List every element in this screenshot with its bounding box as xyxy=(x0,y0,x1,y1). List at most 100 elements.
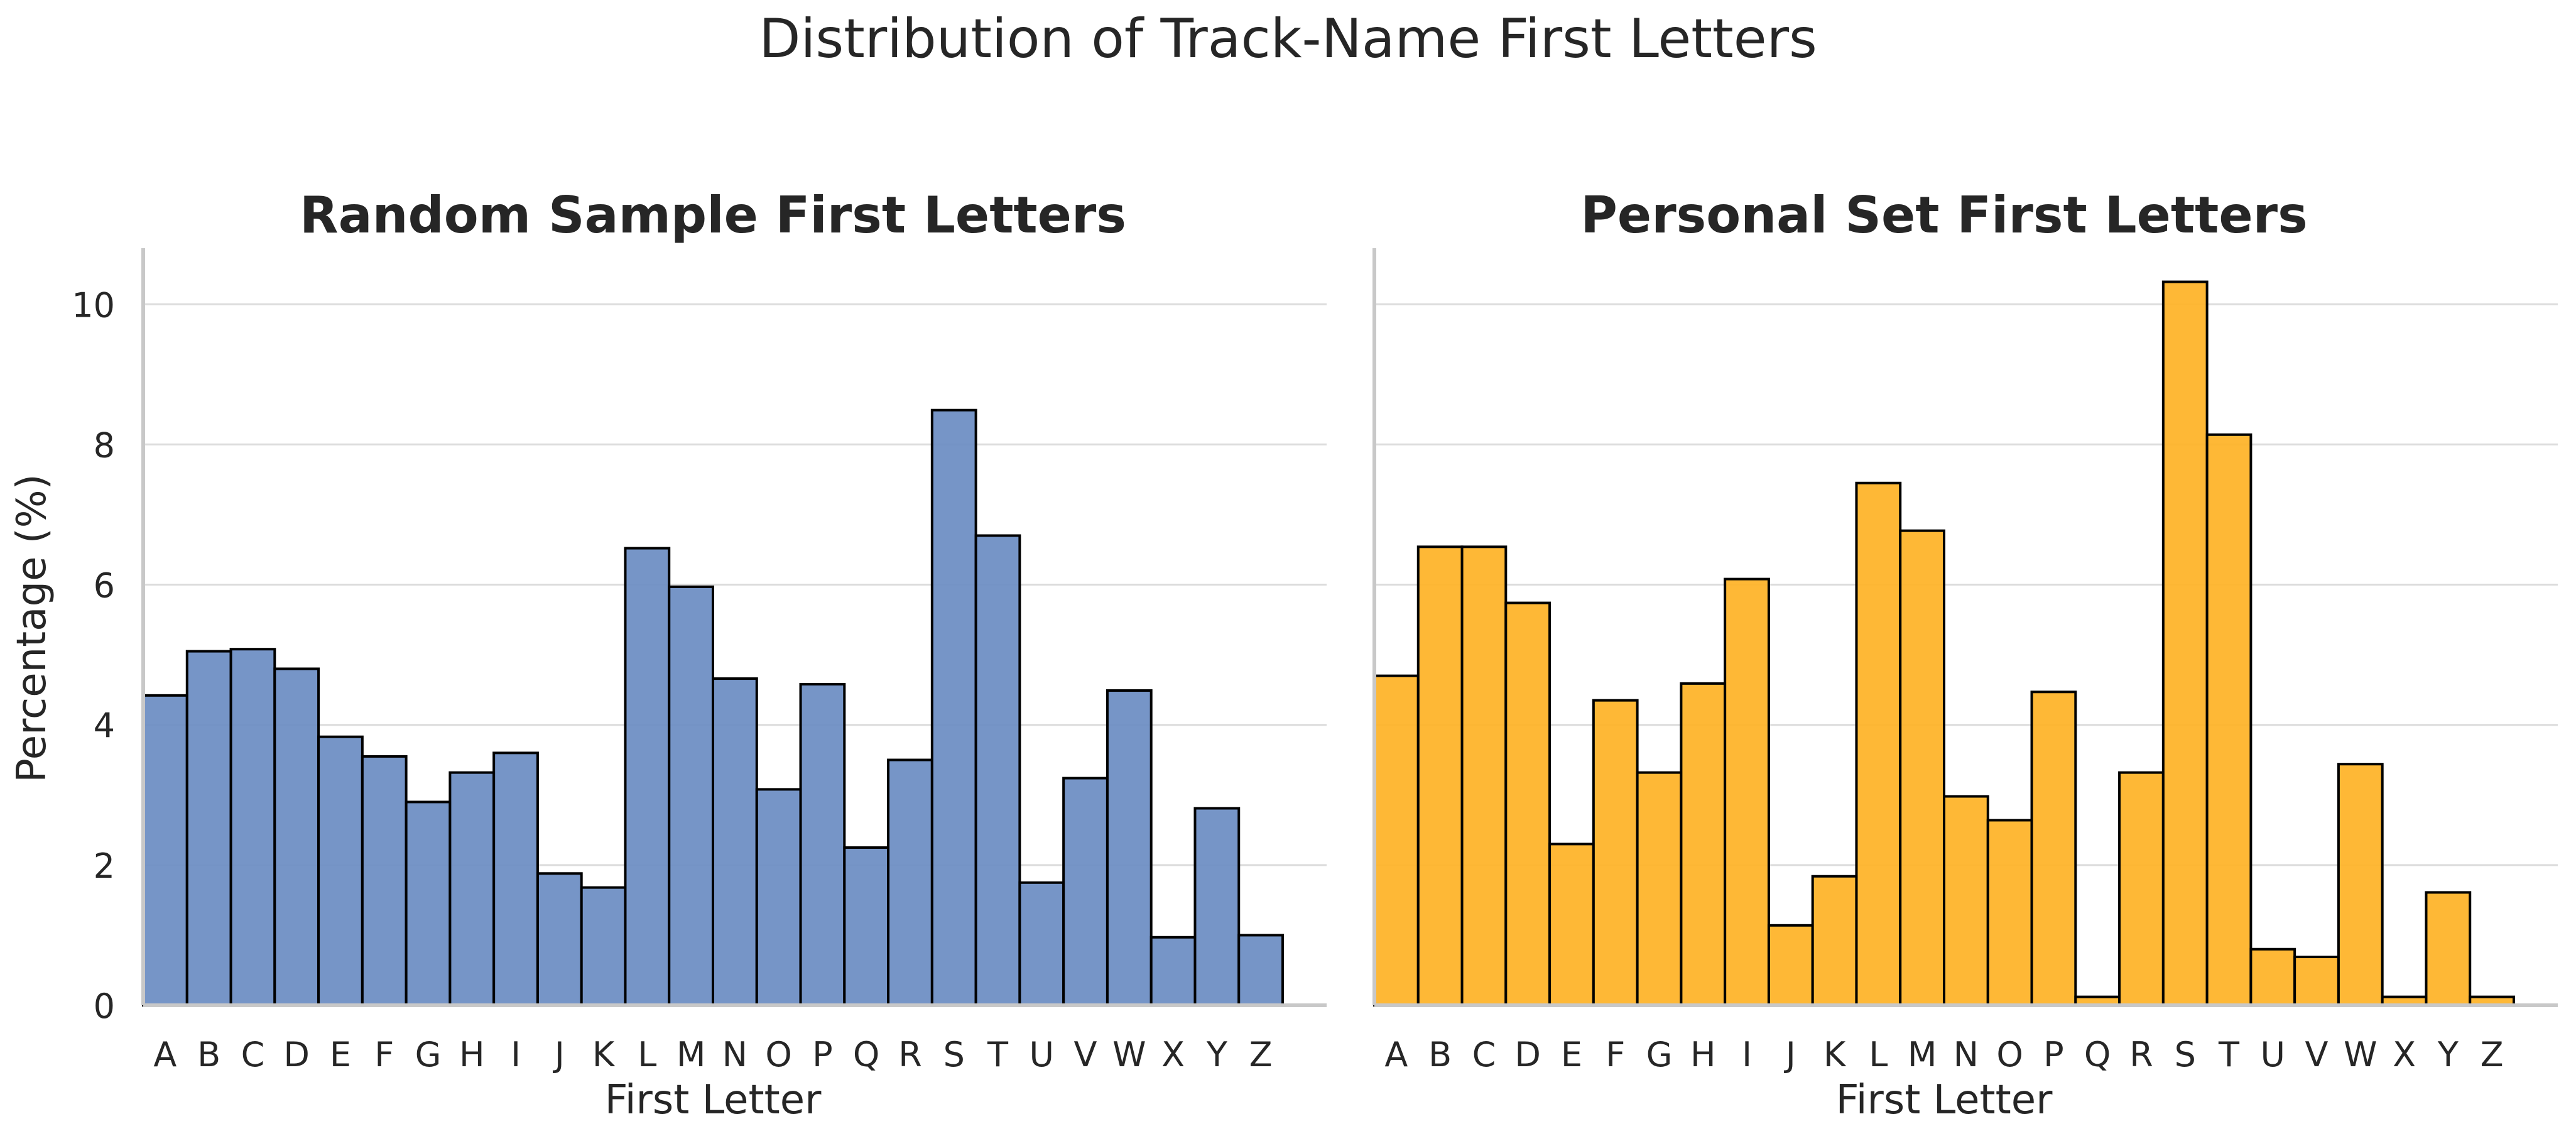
bar-w xyxy=(1106,689,1153,1007)
x-tick-label: N xyxy=(1954,1035,1979,1074)
x-tick-label: Z xyxy=(2481,1035,2504,1074)
x-tick-label: K xyxy=(1823,1035,1847,1074)
y-tick-label: 8 xyxy=(94,425,115,465)
x-tick-label: R xyxy=(2129,1035,2153,1074)
x-tick-label: P xyxy=(812,1035,833,1074)
bar-m xyxy=(668,585,714,1007)
y-tick-label: 0 xyxy=(94,986,115,1026)
x-tick-label: O xyxy=(1996,1035,2023,1074)
bar-i xyxy=(492,751,539,1007)
bar-s xyxy=(930,408,977,1007)
bar-a xyxy=(1373,674,1420,1007)
y-tick-label: 10 xyxy=(72,285,115,325)
bar-q xyxy=(843,846,890,1007)
x-tick-label: I xyxy=(511,1035,521,1074)
bar-b xyxy=(1416,545,1464,1007)
bar-f xyxy=(361,755,408,1007)
bar-b xyxy=(185,650,232,1007)
bar-g xyxy=(1636,771,1683,1007)
x-tick-label: N xyxy=(722,1035,747,1074)
bar-d xyxy=(273,667,320,1007)
panel-random-sample: 0 2 4 6 8 10 A B C D E F G H I J K L M N O P Q R S T U V W X Y Z First L… xyxy=(72,186,1327,1123)
x-tick-label: K xyxy=(592,1035,616,1074)
x-tick-label: C xyxy=(1472,1035,1496,1074)
bar-i xyxy=(1724,577,1770,1007)
x-axis-label: First Letter xyxy=(1836,1077,2053,1123)
bar-y xyxy=(2425,891,2472,1007)
bar-m xyxy=(1899,529,1945,1007)
x-tick-label: E xyxy=(330,1035,351,1074)
bar-w xyxy=(2337,763,2384,1007)
bar-v xyxy=(2293,956,2340,1007)
panel-title: Personal Set First Letters xyxy=(1580,186,2307,244)
x-tick-label: X xyxy=(1161,1035,1185,1074)
bar-f xyxy=(1592,699,1639,1007)
bar-c xyxy=(1460,545,1508,1007)
x-tick-label: A xyxy=(153,1035,177,1074)
x-tick-label: V xyxy=(1074,1035,1097,1074)
x-tick-label: O xyxy=(765,1035,792,1074)
bar-a xyxy=(142,694,188,1007)
x-tick-label: G xyxy=(415,1035,442,1074)
x-tick-label: J xyxy=(1784,1035,1796,1074)
bar-t xyxy=(974,534,1021,1007)
x-tick-label: L xyxy=(1869,1035,1888,1074)
x-tick-label: Y xyxy=(2437,1035,2459,1074)
x-tick-label: C xyxy=(241,1035,265,1074)
x-tick-label: Q xyxy=(853,1035,880,1074)
x-tick-label: M xyxy=(677,1035,706,1074)
y-tick-label: 4 xyxy=(94,706,115,746)
bar-j xyxy=(1767,924,1814,1007)
bar-x xyxy=(1149,936,1197,1007)
x-tick-label: T xyxy=(2218,1035,2240,1074)
x-tick-label: G xyxy=(1646,1035,1673,1074)
x-tick-label: M xyxy=(1908,1035,1937,1074)
bar-n xyxy=(1943,795,1989,1007)
bar-n xyxy=(712,677,758,1007)
bar-r xyxy=(887,758,933,1007)
x-tick-label: B xyxy=(197,1035,220,1074)
x-tick-label: H xyxy=(459,1035,485,1074)
x-tick-label: J xyxy=(553,1035,565,1074)
x-tick-label: P xyxy=(2043,1035,2064,1074)
bar-k xyxy=(580,886,627,1007)
bar-j xyxy=(536,872,583,1007)
bar-l xyxy=(624,547,671,1007)
x-tick-label: B xyxy=(1428,1035,1452,1074)
x-tick-label: U xyxy=(1030,1035,1055,1074)
x-tick-label: V xyxy=(2305,1035,2329,1074)
panel-personal-set: A B C D E F G H I J K L M N O P Q R S T U V W X Y Z First Letter Pe… xyxy=(1372,186,2558,1123)
x-tick-label: W xyxy=(1112,1035,1146,1074)
x-tick-label: D xyxy=(283,1035,310,1074)
bar-e xyxy=(1548,843,1595,1007)
x-axis-label: First Letter xyxy=(605,1077,822,1123)
x-tick-label: U xyxy=(2261,1035,2286,1074)
bar-p xyxy=(799,682,846,1007)
x-tick-label: F xyxy=(1606,1035,1625,1074)
x-tick-label: L xyxy=(638,1035,656,1074)
x-tick-label: E xyxy=(1561,1035,1582,1074)
figure-title: Distribution of Track-Name First Letters xyxy=(759,8,1817,70)
bar-s xyxy=(2161,280,2209,1007)
x-tick-label: A xyxy=(1384,1035,1408,1074)
bar-p xyxy=(2030,691,2077,1007)
y-tick-label: 6 xyxy=(94,566,115,606)
bar-e xyxy=(317,735,364,1007)
bar-h xyxy=(1680,682,1727,1007)
bar-r xyxy=(2118,771,2165,1007)
x-tick-label: D xyxy=(1514,1035,1541,1074)
y-axis-label: Percentage (%) xyxy=(9,474,55,782)
bar-y xyxy=(1193,807,1241,1007)
y-tick-label: 2 xyxy=(94,846,115,886)
bar-d xyxy=(1504,601,1552,1007)
bar-h xyxy=(448,771,496,1007)
x-tick-label: Z xyxy=(1249,1035,1273,1074)
bar-o xyxy=(755,788,802,1007)
x-tick-label: S xyxy=(943,1035,965,1074)
x-tick-label: S xyxy=(2175,1035,2196,1074)
x-tick-label: X xyxy=(2393,1035,2416,1074)
x-tick-label: R xyxy=(898,1035,922,1074)
x-tick-label: I xyxy=(1742,1035,1752,1074)
x-tick-label: Y xyxy=(1206,1035,1228,1074)
